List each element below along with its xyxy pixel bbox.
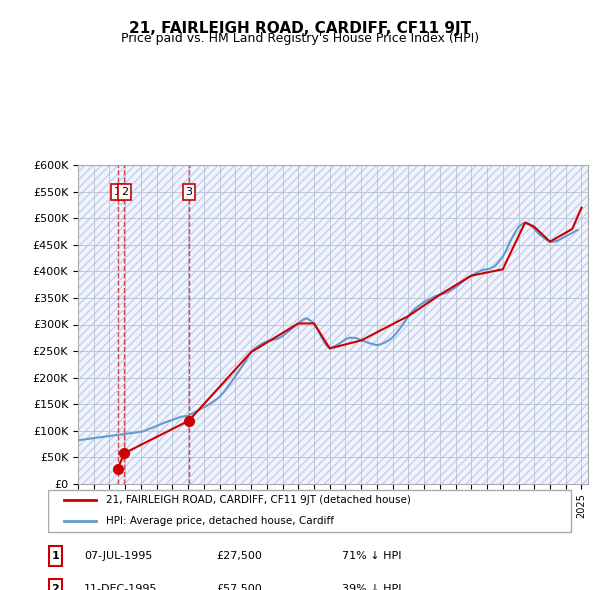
Text: 21, FAIRLEIGH ROAD, CARDIFF, CF11 9JT (detached house): 21, FAIRLEIGH ROAD, CARDIFF, CF11 9JT (d… [106, 495, 411, 505]
Text: 71% ↓ HPI: 71% ↓ HPI [342, 551, 401, 561]
Text: 1: 1 [52, 551, 59, 561]
Text: £27,500: £27,500 [216, 551, 262, 561]
Text: £57,500: £57,500 [216, 584, 262, 590]
Text: 39% ↓ HPI: 39% ↓ HPI [342, 584, 401, 590]
Text: 21, FAIRLEIGH ROAD, CARDIFF, CF11 9JT: 21, FAIRLEIGH ROAD, CARDIFF, CF11 9JT [129, 21, 471, 35]
Text: HPI: Average price, detached house, Cardiff: HPI: Average price, detached house, Card… [106, 516, 334, 526]
Text: 3: 3 [185, 187, 193, 196]
FancyBboxPatch shape [49, 579, 62, 590]
FancyBboxPatch shape [49, 546, 62, 566]
Bar [78, 165, 588, 484]
Text: 11-DEC-1995: 11-DEC-1995 [84, 584, 157, 590]
Text: 07-JUL-1995: 07-JUL-1995 [84, 551, 152, 561]
Text: 2: 2 [52, 584, 59, 590]
Text: 2: 2 [121, 187, 128, 196]
Text: Price paid vs. HM Land Registry's House Price Index (HPI): Price paid vs. HM Land Registry's House … [121, 32, 479, 45]
Text: 1: 1 [114, 187, 121, 196]
FancyBboxPatch shape [48, 490, 571, 532]
